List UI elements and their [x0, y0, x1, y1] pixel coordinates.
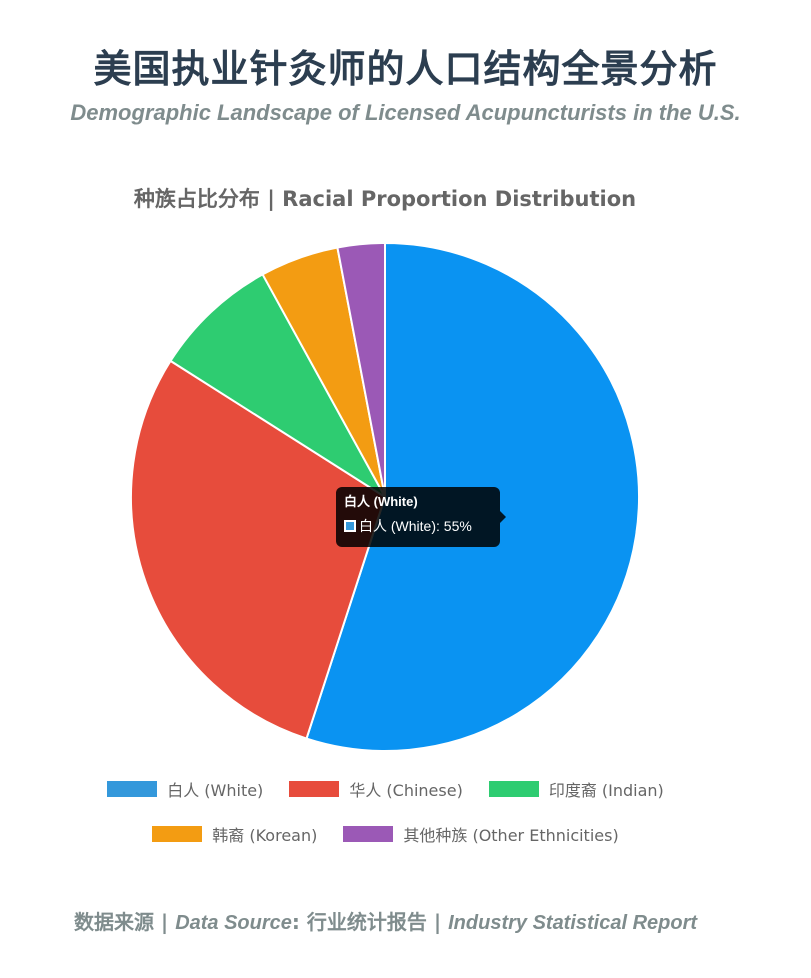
- pie-slice-chinese[interactable]: [130, 359, 387, 740]
- chart-legend: 白人 (White) 华人 (Chinese) 印度裔 (Indian) 韩裔 …: [0, 775, 771, 865]
- legend-item-other[interactable]: 其他种族 (Other Ethnicities): [343, 822, 619, 846]
- legend-item-korean[interactable]: 韩裔 (Korean): [152, 822, 317, 846]
- footer-report-en: Industry Statistical Report: [448, 912, 698, 934]
- chart-tooltip: 白人 (White) 白人 (White): 55%: [336, 487, 506, 547]
- legend-label-white: 白人 (White): [167, 781, 264, 800]
- legend-label-other: 其他种族 (Other Ethnicities): [403, 826, 619, 845]
- page-title: 美国执业针灸师的人口结构全景分析: [93, 47, 718, 91]
- legend-swatch-indian: [488, 781, 539, 797]
- footer-colon: :: [291, 910, 307, 934]
- legend-swatch-chinese: [289, 781, 340, 797]
- legend-swatch-white: [107, 781, 158, 797]
- legend-label-indian: 印度裔 (Indian): [548, 781, 664, 800]
- pie-slice-indian[interactable]: [169, 273, 386, 498]
- chart-title: 种族占比分布 | Racial Proportion Distribution: [133, 187, 637, 211]
- tooltip-title: 白人 (White): [344, 494, 418, 509]
- footer-source-en: Data Source: [175, 912, 292, 934]
- pie-slice-other[interactable]: [336, 241, 386, 498]
- legend-swatch-korean: [152, 826, 203, 842]
- footer-source-cn: 行业统计报告 |: [306, 910, 449, 934]
- legend-item-chinese[interactable]: 华人 (Chinese): [289, 777, 463, 801]
- legend-swatch-other: [343, 826, 394, 842]
- legend-row-2: 韩裔 (Korean) 其他种族 (Other Ethnicities): [0, 820, 771, 848]
- tooltip-label: 白人 (White): 55%: [359, 518, 472, 534]
- legend-row-1: 白人 (White) 华人 (Chinese) 印度裔 (Indian): [0, 775, 771, 803]
- tooltip-color-swatch: [344, 520, 356, 532]
- tooltip-body: 白人 (White): 55%: [344, 517, 492, 535]
- legend-item-white[interactable]: 白人 (White): [107, 777, 263, 801]
- legend-item-indian[interactable]: 印度裔 (Indian): [488, 777, 664, 801]
- legend-label-chinese: 华人 (Chinese): [349, 781, 463, 800]
- footer-label: 数据来源 |: [73, 910, 176, 934]
- page-subtitle: Demographic Landscape of Licensed Acupun…: [70, 100, 741, 125]
- data-source-footer: 数据来源 | Data Source: 行业统计报告 | Industry St…: [0, 906, 771, 935]
- legend-label-korean: 韩裔 (Korean): [212, 826, 318, 845]
